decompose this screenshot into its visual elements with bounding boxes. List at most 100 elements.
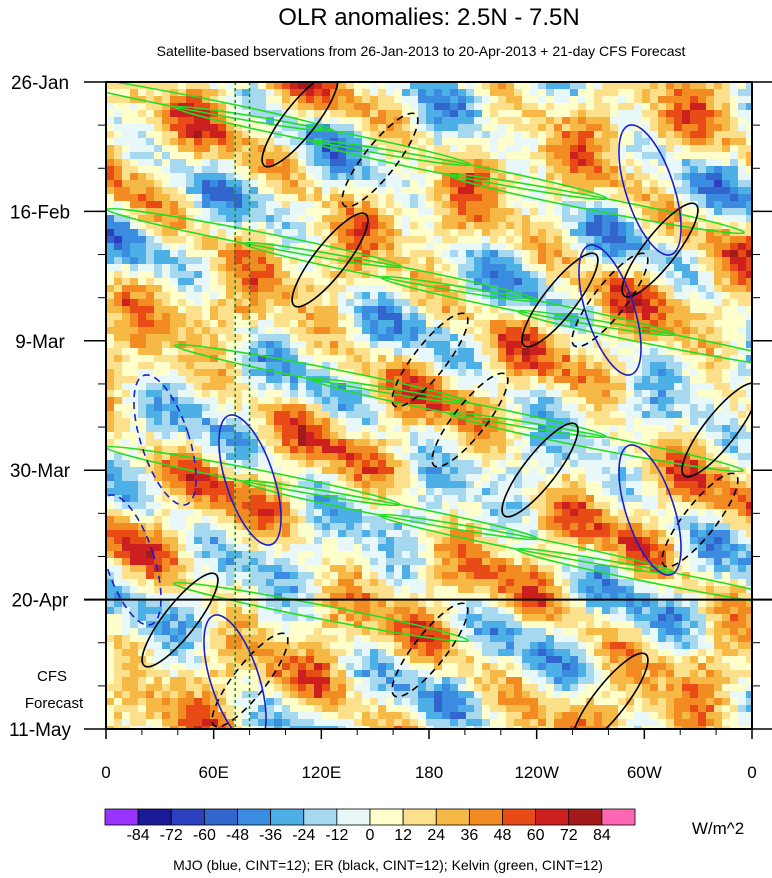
anomaly-cell xyxy=(722,138,731,146)
anomaly-cell xyxy=(130,320,139,328)
anomaly-cell xyxy=(698,278,707,286)
anomaly-cell xyxy=(282,250,291,258)
anomaly-cell xyxy=(522,138,531,146)
anomaly-cell xyxy=(418,397,427,405)
anomaly-cell xyxy=(106,194,115,202)
anomaly-cell xyxy=(410,138,419,146)
anomaly-cell xyxy=(522,481,531,489)
anomaly-cell xyxy=(506,320,515,328)
anomaly-cell xyxy=(658,355,667,363)
anomaly-cell xyxy=(666,152,675,160)
anomaly-cell xyxy=(530,467,539,475)
anomaly-cell xyxy=(442,96,451,104)
anomaly-cell xyxy=(402,173,411,181)
anomaly-cell xyxy=(626,425,635,433)
anomaly-cell xyxy=(122,103,131,111)
anomaly-cell xyxy=(266,390,275,398)
anomaly-cell xyxy=(186,474,195,482)
anomaly-cell xyxy=(610,376,619,384)
anomaly-cell xyxy=(682,453,691,461)
anomaly-cell xyxy=(458,110,467,118)
anomaly-cell xyxy=(650,474,659,482)
anomaly-cell xyxy=(466,474,475,482)
anomaly-cell xyxy=(546,159,555,167)
anomaly-cell xyxy=(186,390,195,398)
anomaly-cell xyxy=(306,453,315,461)
anomaly-cell xyxy=(426,467,435,475)
anomaly-cell xyxy=(314,390,323,398)
anomaly-cell xyxy=(642,145,651,153)
anomaly-cell xyxy=(730,110,739,118)
anomaly-cell xyxy=(450,481,459,489)
anomaly-cell xyxy=(434,250,443,258)
anomaly-cell xyxy=(282,103,291,111)
anomaly-cell xyxy=(618,82,627,90)
anomaly-cell xyxy=(442,201,451,209)
anomaly-cell xyxy=(634,117,643,125)
anomaly-cell xyxy=(258,89,267,97)
anomaly-cell xyxy=(330,390,339,398)
anomaly-cell xyxy=(306,327,315,335)
anomaly-cell xyxy=(234,138,243,146)
anomaly-cell xyxy=(682,474,691,482)
anomaly-cell xyxy=(474,404,483,412)
anomaly-cell xyxy=(306,418,315,426)
anomaly-cell xyxy=(354,404,363,412)
anomaly-cell xyxy=(362,201,371,209)
anomaly-cell xyxy=(738,362,747,370)
anomaly-cell xyxy=(386,131,395,139)
anomaly-cell xyxy=(490,439,499,447)
anomaly-cell xyxy=(730,474,739,482)
anomaly-cell xyxy=(690,103,699,111)
anomaly-cell xyxy=(106,215,115,223)
anomaly-cell xyxy=(482,488,491,496)
anomaly-cell xyxy=(186,250,195,258)
anomaly-cell xyxy=(498,138,507,146)
anomaly-cell xyxy=(562,467,571,475)
anomaly-cell xyxy=(642,117,651,125)
anomaly-cell xyxy=(154,257,163,265)
anomaly-cell xyxy=(234,467,243,475)
anomaly-cell xyxy=(386,145,395,153)
anomaly-cell xyxy=(242,397,251,405)
anomaly-cell xyxy=(586,194,595,202)
anomaly-cell xyxy=(554,467,563,475)
anomaly-cell xyxy=(682,187,691,195)
anomaly-cell xyxy=(138,117,147,125)
anomaly-cell xyxy=(594,222,603,230)
anomaly-cell xyxy=(274,89,283,97)
anomaly-cell xyxy=(162,187,171,195)
anomaly-cell xyxy=(122,334,131,342)
anomaly-cell xyxy=(154,327,163,335)
anomaly-cell xyxy=(746,257,752,265)
anomaly-cell xyxy=(218,481,227,489)
anomaly-cell xyxy=(706,145,715,153)
anomaly-cell xyxy=(290,82,299,90)
anomaly-cell xyxy=(178,355,187,363)
anomaly-cell xyxy=(506,278,515,286)
anomaly-cell xyxy=(610,250,619,258)
anomaly-cell xyxy=(450,362,459,370)
anomaly-cell xyxy=(106,110,115,118)
anomaly-cell xyxy=(202,215,211,223)
anomaly-cell xyxy=(650,432,659,440)
anomaly-cell xyxy=(274,152,283,160)
anomaly-cell xyxy=(458,152,467,160)
anomaly-cell xyxy=(306,390,315,398)
anomaly-cell xyxy=(322,362,331,370)
anomaly-cell xyxy=(434,264,443,272)
anomaly-cell xyxy=(706,194,715,202)
anomaly-cell xyxy=(258,439,267,447)
anomaly-cell xyxy=(530,320,539,328)
anomaly-cell xyxy=(666,222,675,230)
anomaly-cell xyxy=(490,187,499,195)
anomaly-cell xyxy=(466,355,475,363)
anomaly-cell xyxy=(378,89,387,97)
anomaly-cell xyxy=(458,355,467,363)
anomaly-cell xyxy=(442,271,451,279)
anomaly-cell xyxy=(706,82,715,90)
anomaly-cell xyxy=(562,138,571,146)
anomaly-cell xyxy=(122,355,131,363)
anomaly-cell xyxy=(650,397,659,405)
anomaly-cell xyxy=(602,495,611,503)
